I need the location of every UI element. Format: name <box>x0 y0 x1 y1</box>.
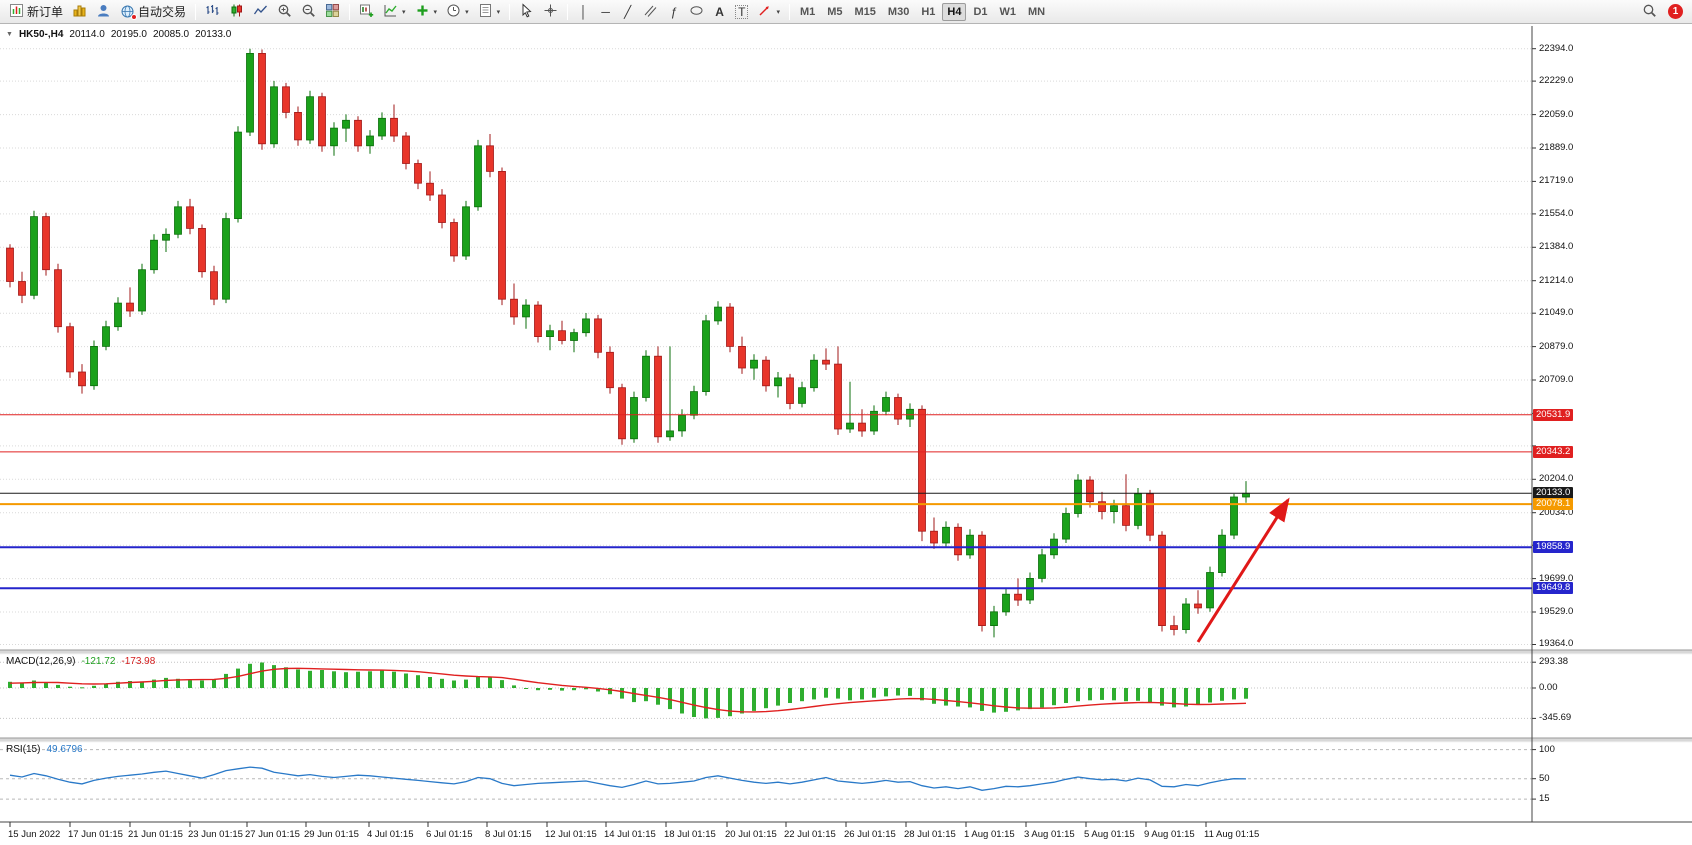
vertical-line-icon: │ <box>579 4 588 19</box>
timeframe-h1-button[interactable]: H1 <box>921 5 936 18</box>
zoom-out-button[interactable] <box>297 2 320 22</box>
tile-windows-button[interactable] <box>321 2 344 22</box>
axes-layer <box>0 26 1692 827</box>
crosshair-icon <box>543 3 558 21</box>
text-icon: A <box>715 4 724 19</box>
bar-chart-type-button[interactable] <box>201 2 224 22</box>
user-button[interactable] <box>92 2 115 22</box>
templates-button[interactable]: ▾ <box>474 2 505 22</box>
grid-layer <box>0 48 1532 800</box>
chevron-down-icon: ▾ <box>465 8 469 16</box>
tile-windows-icon <box>325 3 340 21</box>
notification-badge[interactable]: 1 <box>1668 4 1683 19</box>
ellipse-icon <box>689 3 704 21</box>
arrow-annotation[interactable] <box>1196 497 1290 643</box>
chevron-down-icon: ▾ <box>496 8 501 16</box>
chevron-down-icon: ▾ <box>402 8 406 16</box>
new-chart-icon <box>359 3 374 21</box>
macd-signal-line <box>9 667 1247 713</box>
cursor-tool-button[interactable] <box>515 2 538 22</box>
new-chart-button[interactable] <box>355 2 378 22</box>
line-chart-icon <box>253 3 268 21</box>
crosshair-tool-button[interactable] <box>539 2 562 22</box>
zoom-in-icon <box>277 3 292 21</box>
channel-icon <box>643 3 658 21</box>
indicators-icon <box>383 3 398 21</box>
channel-tool-button[interactable] <box>639 2 662 22</box>
horizontal-line-tool-button[interactable]: ─ <box>595 2 616 22</box>
level-lines-layer <box>0 414 1532 643</box>
candlestick-type-button[interactable] <box>225 2 248 22</box>
search-button[interactable] <box>1638 2 1661 22</box>
fibonacci-icon: ƒ <box>670 4 677 19</box>
vertical-line-tool-button[interactable]: │ <box>573 2 594 22</box>
plus-icon <box>415 3 430 21</box>
arrow-tool-icon <box>757 3 772 21</box>
timeframe-m15-button[interactable]: M15 <box>854 5 876 18</box>
toolbar-separator <box>788 3 790 20</box>
label-tool-button[interactable]: T <box>731 2 752 22</box>
toolbar-separator <box>509 3 511 20</box>
clock-icon <box>446 3 461 21</box>
arrows-tool-button[interactable]: ▾ <box>753 2 784 22</box>
timeframe-w1-button[interactable]: W1 <box>999 5 1017 18</box>
shapes-tool-button[interactable] <box>685 2 708 22</box>
new-order-button[interactable]: 新订单 <box>5 2 67 22</box>
toolbar-separator <box>195 3 197 20</box>
timeframe-mn-button[interactable]: MN <box>1028 5 1046 18</box>
fibonacci-tool-button[interactable]: ƒ <box>663 2 684 22</box>
timeframe-m5-button[interactable]: M5 <box>827 5 843 18</box>
timeframe-d1-button[interactable]: D1 <box>973 5 988 18</box>
new-order-icon <box>9 3 24 21</box>
toolbar-separator <box>349 3 351 20</box>
label-icon: T <box>735 4 749 19</box>
autotrading-label: 自动交易 <box>138 5 187 19</box>
add-indicator-button[interactable]: ▾ <box>411 2 442 22</box>
line-chart-type-button[interactable] <box>249 2 272 22</box>
zoom-out-icon <box>301 3 316 21</box>
gold-bars-icon <box>72 3 87 21</box>
autotrading-status-dot <box>131 14 138 20</box>
trendline-icon: ╱ <box>623 4 632 19</box>
new-order-label: 新订单 <box>27 5 64 19</box>
text-tool-button[interactable]: A <box>709 2 730 22</box>
rsi-line <box>9 766 1247 791</box>
user-icon <box>96 3 111 21</box>
timeframe-m30-button[interactable]: M30 <box>887 5 910 18</box>
chevron-down-icon: ▾ <box>433 8 438 16</box>
ohlc-bars-icon <box>205 3 220 21</box>
indicators-button[interactable]: ▾ <box>379 2 410 22</box>
indicator-layer <box>8 662 1248 791</box>
chevron-down-icon: ▾ <box>776 8 780 16</box>
candles-layer <box>6 48 1250 638</box>
globe-icon <box>120 4 138 20</box>
timeframe-m1-button[interactable]: M1 <box>799 5 816 18</box>
horizontal-line-icon: ─ <box>601 4 610 19</box>
autotrading-button[interactable]: 自动交易 <box>116 2 190 22</box>
toolbar-right-group: 1 <box>1638 2 1687 22</box>
periods-button[interactable]: ▾ <box>442 2 473 22</box>
timeframe-h4-button[interactable]: H4 <box>942 2 967 21</box>
zoom-in-button[interactable] <box>273 2 296 22</box>
search-icon <box>1642 3 1657 21</box>
template-icon <box>478 3 493 21</box>
toolbar-separator <box>567 3 569 20</box>
timeframe-group: M1 M5 M15 M30 H1 H4 D1 W1 MN <box>795 2 1050 21</box>
cursor-icon <box>519 2 534 21</box>
trendline-tool-button[interactable]: ╱ <box>617 2 638 22</box>
candlestick-icon <box>229 3 244 21</box>
quotes-button[interactable] <box>68 2 91 22</box>
main-toolbar: 新订单 自动交易 ▾ ▾ ▾ ▾ │ ─ ╱ ƒ A T ▾ M1 M5 M15 M3… <box>0 0 1692 24</box>
